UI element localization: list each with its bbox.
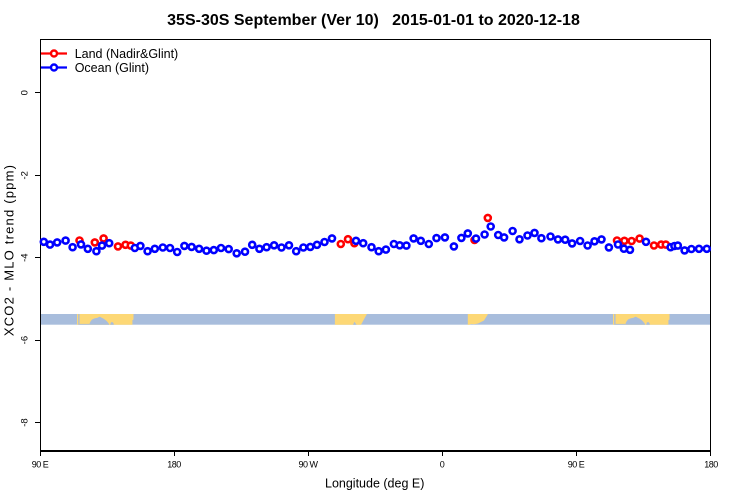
svg-text:-6: -6: [20, 336, 31, 344]
svg-text:Longitude (deg E): Longitude (deg E): [325, 477, 424, 491]
svg-text:-8: -8: [20, 418, 31, 426]
svg-text:Ocean (Glint): Ocean (Glint): [75, 61, 149, 75]
svg-text:-4: -4: [20, 253, 31, 261]
svg-text:Land (Nadir&Glint): Land (Nadir&Glint): [75, 47, 179, 61]
svg-text:0: 0: [440, 460, 445, 470]
svg-text:180: 180: [704, 460, 718, 470]
svg-text:35S-30S September (Ver 10) 2: 35S-30S September (Ver 10) 2015-01-01 to…: [167, 12, 580, 29]
svg-text:90 E: 90 E: [568, 460, 585, 470]
svg-text:XCO2 - MLO trend (ppm): XCO2 - MLO trend (ppm): [2, 164, 17, 336]
svg-text:90 W: 90 W: [298, 460, 318, 470]
svg-text:180: 180: [167, 460, 181, 470]
svg-text:-2: -2: [20, 171, 31, 179]
svg-text:90 E: 90 E: [32, 460, 49, 470]
svg-text:0: 0: [20, 90, 31, 95]
